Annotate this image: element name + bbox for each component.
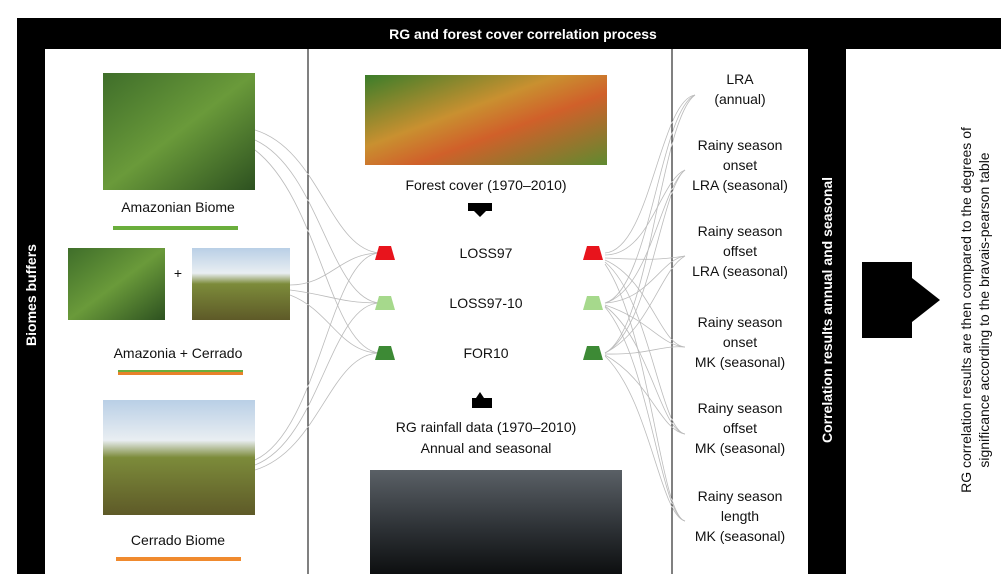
rainfall-label: RG rainfall data (1970–2010) [396,419,577,435]
result-label: offset [723,420,757,436]
results-bar [808,49,846,574]
photo-cerrado [103,400,255,515]
photo-amazon [103,73,255,190]
result-label: (annual) [714,91,765,107]
arrow-down [468,203,492,217]
big-arrow [862,262,940,338]
result-label: length [721,508,759,524]
result-label: Rainy season [698,314,783,330]
title: RG and forest cover correlation process [389,26,657,42]
biome-label: Cerrado Biome [131,532,225,548]
result-label: MK (seasonal) [695,354,785,370]
result-label: MK (seasonal) [695,440,785,456]
conclusion: RG correlation results are then compared… [958,127,974,493]
variable-label: LOSS97-10 [449,295,522,311]
result-label: MK (seasonal) [695,528,785,544]
results-bar-label: Correlation results annual and seasonal [819,177,835,443]
photo-amazon-small [68,248,165,320]
result-label: LRA (seasonal) [692,177,788,193]
left-bar-label: Biomes buffers [23,244,39,346]
variable-marker [583,346,603,360]
variable-marker [375,346,395,360]
connectors [254,94,696,522]
photo-storm [370,470,622,574]
variable-marker [375,246,395,260]
mix-line [118,372,243,375]
biome-label: Amazonian Biome [121,199,235,215]
cerrado-line [116,557,241,561]
rainfall-label: Annual and seasonal [421,440,552,456]
conclusion: significance according to the bravais-pe… [976,152,992,467]
result-label: Rainy season [698,400,783,416]
variable-label: LOSS97 [460,245,513,261]
result-label: Rainy season [698,137,783,153]
result-label: LRA [726,71,754,87]
variable-marker [583,296,603,310]
result-label: offset [723,243,757,259]
variable-label: FOR10 [463,345,508,361]
header-bar [45,18,1001,49]
left-bar [17,18,45,574]
result-label: Rainy season [698,223,783,239]
arrow-up [472,392,492,408]
variable-marker [375,296,395,310]
forest-label: Forest cover (1970–2010) [405,177,566,193]
photo-forest-map [365,75,607,165]
amazon-line [113,226,238,230]
variable-marker [583,246,603,260]
photo-cerrado-small [192,248,290,320]
result-label: onset [723,157,757,173]
result-label: Rainy season [698,488,783,504]
result-label: LRA (seasonal) [692,263,788,279]
result-label: onset [723,334,757,350]
mix-line [118,370,243,372]
biome-label: Amazonia + Cerrado [114,345,243,361]
plus: + [174,265,182,281]
